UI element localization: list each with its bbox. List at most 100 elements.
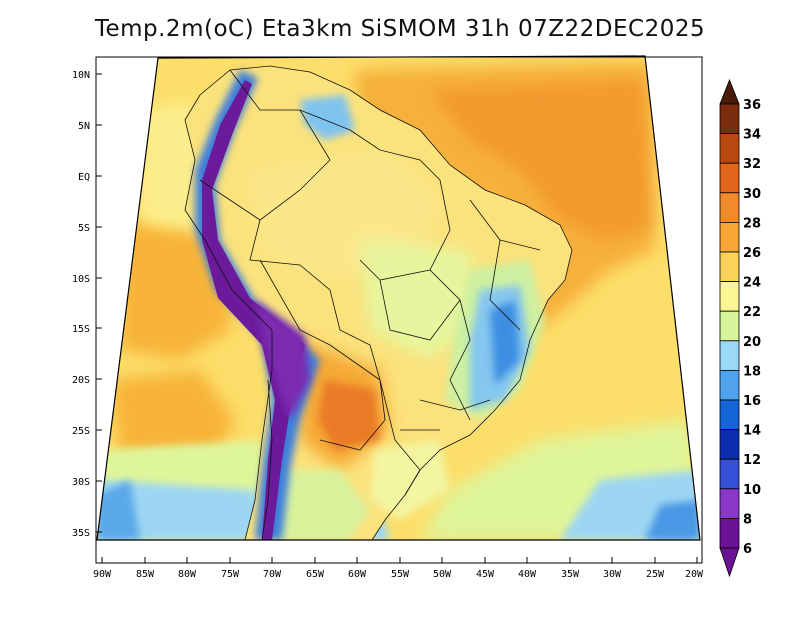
lat-tick: 10N <box>72 70 102 81</box>
lon-tick: 65W <box>306 557 325 580</box>
peru-ecuador-border <box>199 179 261 221</box>
south-atlantic-deep <box>645 500 700 540</box>
lat-tick: 30S <box>72 477 102 488</box>
colorbar-cell <box>719 281 740 312</box>
chaco-hot <box>318 380 380 450</box>
map-title: Temp.2m(oC) Eta3km SiSMOM 31h 07Z22DEC20… <box>94 16 706 42</box>
colorbar-labels: 36 34 32 30 28 26 24 22 20 18 16 14 12 10 8 6 <box>743 98 761 557</box>
pampas-green <box>270 470 370 540</box>
south-pacific-deep <box>97 480 140 540</box>
lon-tick: 60W <box>348 557 367 580</box>
colorbar-level-26: 26 <box>743 246 761 261</box>
bolivia-border <box>259 259 331 346</box>
lat-label-10s: 10S <box>72 274 90 285</box>
colorbar-cell <box>719 221 740 253</box>
lat-label-30s: 30S <box>72 477 90 488</box>
colorbar-level-34: 34 <box>743 128 761 143</box>
lon-tick: 55W <box>391 557 410 580</box>
colorbar-cell <box>719 488 740 519</box>
colorbar-bottom-arrow <box>719 547 740 578</box>
colorbar-level-10: 10 <box>743 483 761 498</box>
lon-label-85w: 85W <box>136 569 155 580</box>
lon-tick: 90W <box>93 557 112 580</box>
map-frame <box>96 55 701 541</box>
uruguay-border <box>394 439 421 496</box>
lon-tick: 30W <box>603 557 622 580</box>
colorbar-level-6: 6 <box>743 542 752 557</box>
guiana-highlands <box>300 95 355 140</box>
colorbar-level-18: 18 <box>743 364 761 379</box>
lon-label-45w: 45W <box>476 569 495 580</box>
lon-label-25w: 25W <box>646 569 665 580</box>
colorbar-level-32: 32 <box>743 157 761 172</box>
lat-label-35s: 35S <box>72 528 90 539</box>
lat-tick: 25S <box>72 426 102 437</box>
colorbar-cell <box>719 133 740 164</box>
lon-label-30w: 30W <box>603 569 622 580</box>
altiplano-purple <box>255 300 310 420</box>
atlantic-orange-core <box>430 80 650 240</box>
colorbar-cell <box>719 162 740 194</box>
lon-label-50w: 50W <box>433 569 452 580</box>
lat-label-eq: EQ <box>78 172 90 183</box>
lat-tick: 5N <box>78 121 102 132</box>
brazil-north-border <box>299 109 441 181</box>
colorbar-cell <box>719 310 740 342</box>
colorbar-cell <box>719 429 740 460</box>
lat-tick: 10S <box>72 274 102 285</box>
lon-tick: 40W <box>518 557 537 580</box>
lat-label-15s: 15S <box>72 324 90 335</box>
colorbar-cell <box>719 103 740 135</box>
colorbar-cell <box>719 458 740 490</box>
coastline <box>199 65 573 541</box>
andes-cold-core <box>202 80 305 540</box>
lon-tick: 50W <box>433 557 452 580</box>
lat-label-10n: 10N <box>72 70 90 81</box>
pacific-warm-patch-2 <box>110 370 235 460</box>
colorbar-level-22: 22 <box>743 305 761 320</box>
paraguay-border <box>319 344 386 451</box>
longitude-axis: 90W 85W 80W 75W 70W 65W 60W 55W 50W 45W … <box>93 557 704 580</box>
lon-label-75w: 75W <box>221 569 240 580</box>
colorbar-cell <box>719 399 740 431</box>
latitude-axis: 10N 5N EQ 5S 10S 15S 20S 25S 30S 35S <box>72 70 102 539</box>
colorbar-level-20: 20 <box>743 335 761 350</box>
colorbar-level-16: 16 <box>743 394 761 409</box>
colorbar-level-30: 30 <box>743 187 761 202</box>
temperature-field <box>97 56 700 540</box>
lat-tick: 20S <box>72 375 102 386</box>
lon-tick: 45W <box>476 557 495 580</box>
colorbar-level-8: 8 <box>743 512 752 527</box>
colorbar-cell <box>719 369 740 401</box>
lon-label-20w: 20W <box>685 569 704 580</box>
colorbar-level-36: 36 <box>743 98 761 113</box>
colorbar-cell <box>719 340 740 371</box>
colorbar-cells <box>719 103 740 549</box>
lon-label-55w: 55W <box>391 569 410 580</box>
colorbar-level-24: 24 <box>743 276 761 291</box>
argentina-chile-border <box>261 379 273 541</box>
lon-label-90w: 90W <box>93 569 112 580</box>
lat-tick: 15S <box>72 324 102 335</box>
lat-label-25s: 25S <box>72 426 90 437</box>
lat-label-5n: 5N <box>78 121 90 132</box>
map-axes-box <box>95 56 703 564</box>
pacific-warm-patch <box>120 220 230 360</box>
lon-tick: 25W <box>646 557 665 580</box>
colorbar-cell <box>719 251 740 283</box>
lon-tick: 35W <box>561 557 580 580</box>
colorbar-level-28: 28 <box>743 216 761 231</box>
lon-label-35w: 35W <box>561 569 580 580</box>
lat-tick: 5S <box>78 223 102 234</box>
colorbar: 36 34 32 30 28 26 24 22 20 18 16 14 12 10 8 6 <box>719 78 761 578</box>
lon-tick: 80W <box>178 557 197 580</box>
colorbar-top-arrow <box>719 78 740 105</box>
lon-tick: 85W <box>136 557 155 580</box>
lon-label-60w: 60W <box>348 569 367 580</box>
brazil-west-border <box>249 109 396 441</box>
lon-tick: 75W <box>221 557 240 580</box>
colorbar-level-12: 12 <box>743 453 761 468</box>
eastern-highlands-deep <box>490 300 520 385</box>
colorbar-cell <box>719 518 740 549</box>
